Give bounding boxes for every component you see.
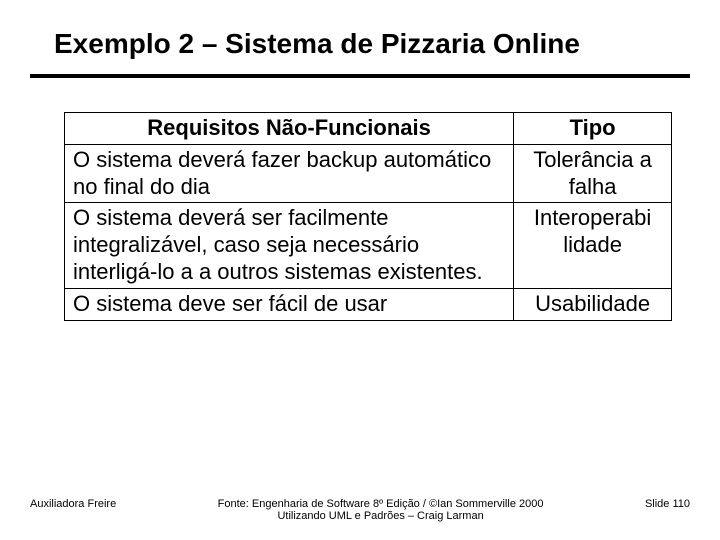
cell-tipo: Tolerância a falha bbox=[514, 144, 672, 203]
table-row: O sistema deverá fazer backup automático… bbox=[65, 144, 672, 203]
col-header-req: Requisitos Não-Funcionais bbox=[65, 113, 514, 145]
cell-req: O sistema deve ser fácil de usar bbox=[65, 288, 514, 320]
cell-tipo: Usabilidade bbox=[514, 288, 672, 320]
footer-center: Fonte: Engenharia de Software 8º Edição … bbox=[116, 498, 645, 522]
table-wrap: Requisitos Não-Funcionais Tipo O sistema… bbox=[30, 112, 690, 321]
cell-req: O sistema deverá ser facilmente integral… bbox=[65, 203, 514, 288]
col-header-tipo: Tipo bbox=[514, 113, 672, 145]
table-row: O sistema deverá ser facilmente integral… bbox=[65, 203, 672, 288]
requirements-table: Requisitos Não-Funcionais Tipo O sistema… bbox=[64, 112, 672, 321]
table-row: O sistema deve ser fácil de usar Usabili… bbox=[65, 288, 672, 320]
footer: Auxiliadora Freire Fonte: Engenharia de … bbox=[30, 498, 690, 522]
cell-tipo: Interoperabi lidade bbox=[514, 203, 672, 288]
cell-req: O sistema deverá fazer backup automático… bbox=[65, 144, 514, 203]
footer-left: Auxiliadora Freire bbox=[30, 498, 116, 510]
slide-title: Exemplo 2 – Sistema de Pizzaria Online bbox=[30, 28, 690, 74]
table-header-row: Requisitos Não-Funcionais Tipo bbox=[65, 113, 672, 145]
title-rule bbox=[30, 74, 690, 78]
footer-right: Slide 110 bbox=[645, 498, 690, 510]
slide: Exemplo 2 – Sistema de Pizzaria Online R… bbox=[0, 0, 720, 540]
